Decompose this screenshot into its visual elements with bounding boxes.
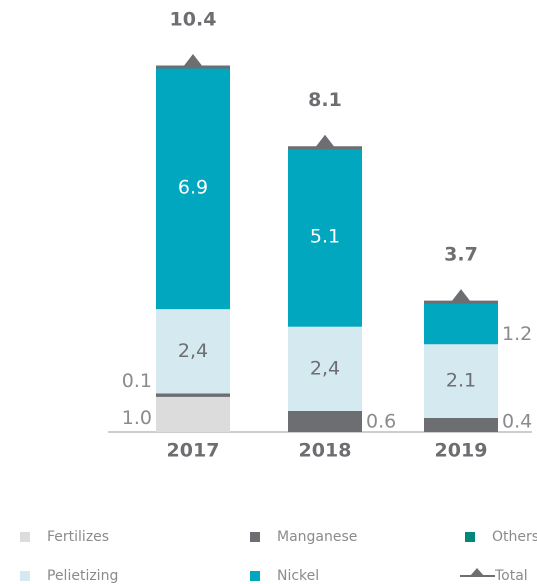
data-label: 2,4 — [178, 340, 208, 362]
legend-marker — [470, 568, 484, 576]
data-label: 6.9 — [178, 177, 208, 199]
bar-segment — [156, 67, 230, 310]
bar-segment — [156, 396, 230, 432]
total-label: 8.1 — [308, 89, 342, 111]
legend-swatch — [250, 532, 260, 542]
legend-label: Total — [494, 568, 528, 584]
x-tick-label: 2018 — [299, 440, 352, 462]
bar-segment — [156, 393, 230, 397]
data-label: 2.1 — [446, 370, 476, 392]
legend-swatch — [250, 571, 260, 581]
legend-label: Nickel — [277, 568, 319, 584]
legend-label: Manganese — [277, 529, 357, 545]
bar-segment — [424, 302, 498, 345]
bar-segment — [156, 309, 230, 394]
data-label: 0.4 — [502, 411, 532, 433]
total-marker — [315, 134, 335, 148]
total-label: 3.7 — [444, 244, 478, 266]
data-label: 0.6 — [366, 411, 396, 433]
data-label: 5.1 — [310, 226, 340, 248]
bar-segment — [288, 147, 362, 327]
bar-segment — [288, 326, 362, 411]
bar-segment — [288, 410, 362, 432]
data-label: 0.1 — [122, 370, 152, 392]
x-tick-label: 2019 — [435, 440, 488, 462]
total-label: 10.4 — [170, 9, 217, 31]
legend-swatch — [465, 532, 475, 542]
legend-label: Pelietizing — [47, 568, 118, 584]
legend-label: Others — [492, 529, 537, 545]
data-label: 1.2 — [502, 323, 532, 345]
bar-segment — [424, 344, 498, 418]
data-label: 1.0 — [122, 407, 152, 429]
data-label: 2,4 — [310, 357, 340, 379]
legend-swatch — [20, 571, 30, 581]
total-marker — [183, 54, 203, 67]
x-tick-label: 2017 — [167, 440, 220, 462]
legend-swatch — [20, 532, 30, 542]
legend-label: Fertilizes — [47, 529, 109, 545]
total-marker — [451, 289, 471, 303]
bar-segment — [424, 417, 498, 432]
